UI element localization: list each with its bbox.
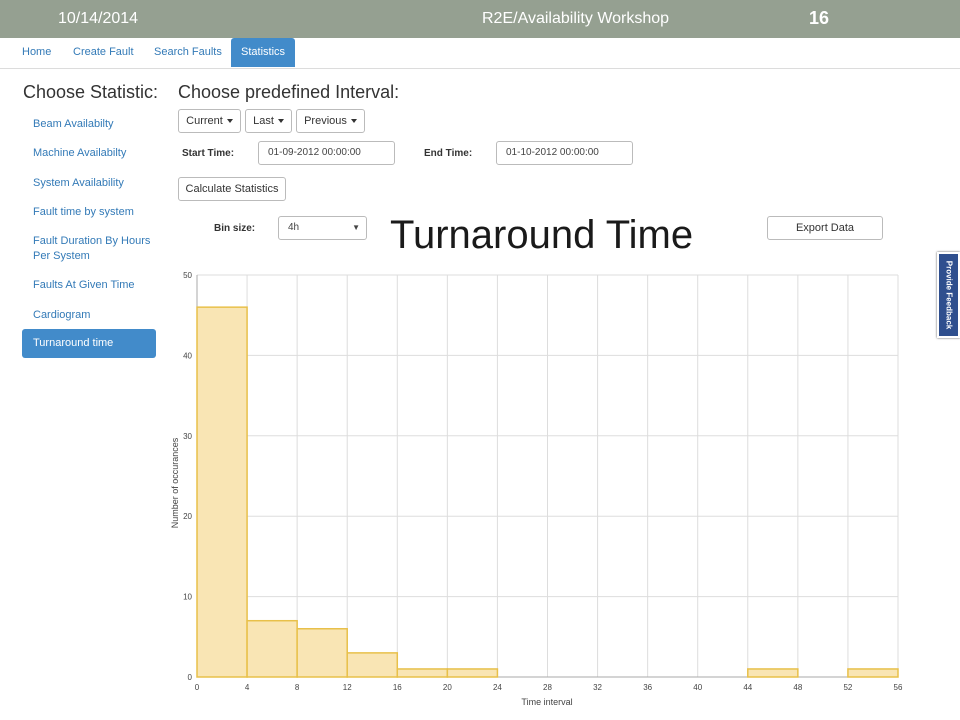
x-tick-label: 0 (195, 683, 200, 692)
nav-statistics[interactable]: Statistics (231, 38, 296, 67)
x-tick-label: 56 (894, 683, 903, 692)
x-tick-label: 8 (295, 683, 300, 692)
bin-size-value: 4h (288, 222, 300, 233)
chart-grid (196, 274, 899, 678)
x-tick-label: 12 (343, 683, 352, 692)
chart-title: Turnaround Time (390, 213, 694, 257)
slide-date: 10/14/2014 (58, 10, 139, 27)
y-tick-label: 50 (183, 271, 192, 280)
histogram-bar (446, 668, 499, 678)
caret-down-icon (226, 119, 233, 124)
start-time-input[interactable]: 01-09-2012 00:00:00 (258, 141, 395, 165)
interval-heading: Choose predefined Interval: (178, 82, 400, 102)
sidebar-item-cardiogram[interactable]: Cardiogram (33, 309, 91, 321)
x-tick-label: 40 (693, 683, 702, 692)
histogram-bar (246, 619, 298, 678)
y-tick-label: 30 (183, 432, 192, 441)
current-dropdown-button[interactable]: Current (178, 109, 241, 133)
x-tick-label: 48 (793, 683, 802, 692)
current-button-label: Current (186, 115, 223, 127)
slide-header: 10/14/2014 R2E/Availability Workshop 16 (0, 0, 960, 38)
caret-down-icon (350, 119, 357, 124)
y-axis-label: Number of occurances (170, 437, 180, 528)
y-tick-label: 20 (183, 512, 192, 521)
histogram-bar (196, 306, 248, 678)
previous-button-label: Previous (304, 115, 347, 127)
x-tick-label: 16 (393, 683, 402, 692)
end-time-input[interactable]: 01-10-2012 00:00:00 (496, 141, 633, 165)
sidebar-item-system-availability[interactable]: System Availability (33, 177, 124, 189)
last-button-label: Last (253, 115, 274, 127)
x-tick-label: 44 (743, 683, 752, 692)
x-tick-label: 20 (443, 683, 452, 692)
x-tick-label: 36 (643, 683, 652, 692)
y-tick-label: 10 (183, 593, 192, 602)
y-tick-label: 0 (188, 673, 193, 682)
calculate-statistics-button[interactable]: Calculate Statistics (178, 177, 286, 201)
export-data-button[interactable]: Export Data (767, 216, 883, 240)
sidebar-item-fault-duration-by-hours[interactable]: Fault Duration By Hours Per System (33, 235, 151, 262)
slide-number: 16 (809, 8, 830, 28)
sidebar-item-turnaround-time[interactable]: Turnaround time (22, 329, 156, 358)
x-tick-label: 24 (493, 683, 502, 692)
y-tick-label: 40 (183, 351, 192, 360)
start-time-label: Start Time: (182, 148, 235, 159)
last-dropdown-button[interactable]: Last (245, 109, 292, 133)
end-time-label: End Time: (424, 148, 473, 159)
previous-dropdown-button[interactable]: Previous (296, 109, 365, 133)
bin-size-label: Bin size: (214, 223, 256, 234)
x-tick-label: 28 (543, 683, 552, 692)
sidebar-item-beam-availability[interactable]: Beam Availabilty (33, 118, 114, 130)
nav-search-faults[interactable]: Search Faults (154, 46, 222, 58)
histogram-bar (296, 628, 348, 678)
sidebar-item-faults-at-given-time[interactable]: Faults At Given Time (33, 279, 135, 291)
provide-feedback-tab[interactable]: Provide Feedback (937, 252, 960, 338)
histogram-bar (396, 668, 449, 678)
top-navbar: Home Create Fault Search Faults Statisti… (0, 38, 960, 69)
histogram-bar (346, 652, 399, 678)
select-arrow-icon: ▼ (352, 223, 360, 232)
nav-create-fault[interactable]: Create Fault (73, 46, 134, 58)
histogram-bar (847, 668, 899, 678)
chart-bars (196, 306, 899, 678)
sidebar-item-machine-availability[interactable]: Machine Availabilty (33, 147, 127, 159)
x-tick-label: 4 (245, 683, 250, 692)
slide-title: R2E/Availability Workshop (482, 10, 670, 27)
sidebar-heading: Choose Statistic: (23, 82, 159, 102)
sidebar-item-fault-time-by-system[interactable]: Fault time by system (33, 206, 134, 218)
x-axis-label: Time interval (521, 697, 572, 707)
caret-down-icon (277, 119, 284, 124)
bin-size-select[interactable]: 4h ▼ (278, 216, 367, 240)
x-tick-label: 32 (593, 683, 602, 692)
nav-home[interactable]: Home (22, 46, 52, 58)
x-tick-label: 52 (843, 683, 852, 692)
histogram-bar (747, 668, 799, 678)
